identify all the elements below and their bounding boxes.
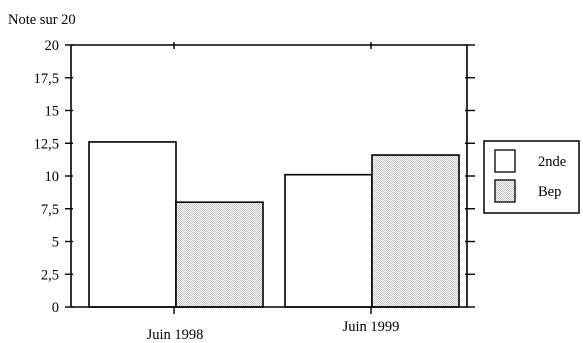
legend: 2nde Bep (483, 140, 580, 214)
y-tick-label-1: 2,5 (41, 267, 59, 283)
bar-2nde-2 (284, 173, 373, 308)
bars-layer (88, 141, 460, 308)
bar-bep-1 (175, 201, 264, 308)
axis-layer (70, 42, 468, 314)
legend-swatch-bep (494, 179, 516, 203)
y-tick-label-6: 15 (45, 104, 60, 120)
y-tick-label-0: 0 (52, 300, 59, 316)
y-axis-label: Note sur 20 (8, 12, 76, 28)
legend-item-2nde: 2nde (494, 149, 566, 173)
legend-swatch-2nde (494, 149, 516, 173)
legend-item-bep: Bep (494, 179, 561, 203)
x-category-label-1: Juin 1998 (147, 327, 204, 343)
y-tick-label-2: 5 (52, 235, 59, 251)
x-category-label-2: Juin 1999 (343, 319, 400, 335)
bar-2nde-1 (88, 141, 177, 308)
legend-label-2nde: 2nde (538, 154, 566, 170)
y-tick-label-3: 7,5 (41, 202, 59, 218)
legend-label-bep: Bep (538, 184, 561, 200)
y-tick-label-4: 10 (45, 169, 60, 185)
y-tick-label-8: 20 (45, 38, 60, 54)
bar-bep-2 (371, 154, 460, 308)
x-category-labels: Juin 1998 Juin 1999 (147, 319, 400, 343)
y-tick-label-5: 12,5 (34, 136, 59, 152)
y-tick-label-7: 17,5 (34, 71, 59, 87)
y-ticks: 0 2,5 5 7,5 10 12,5 15 17,5 20 (34, 38, 475, 316)
